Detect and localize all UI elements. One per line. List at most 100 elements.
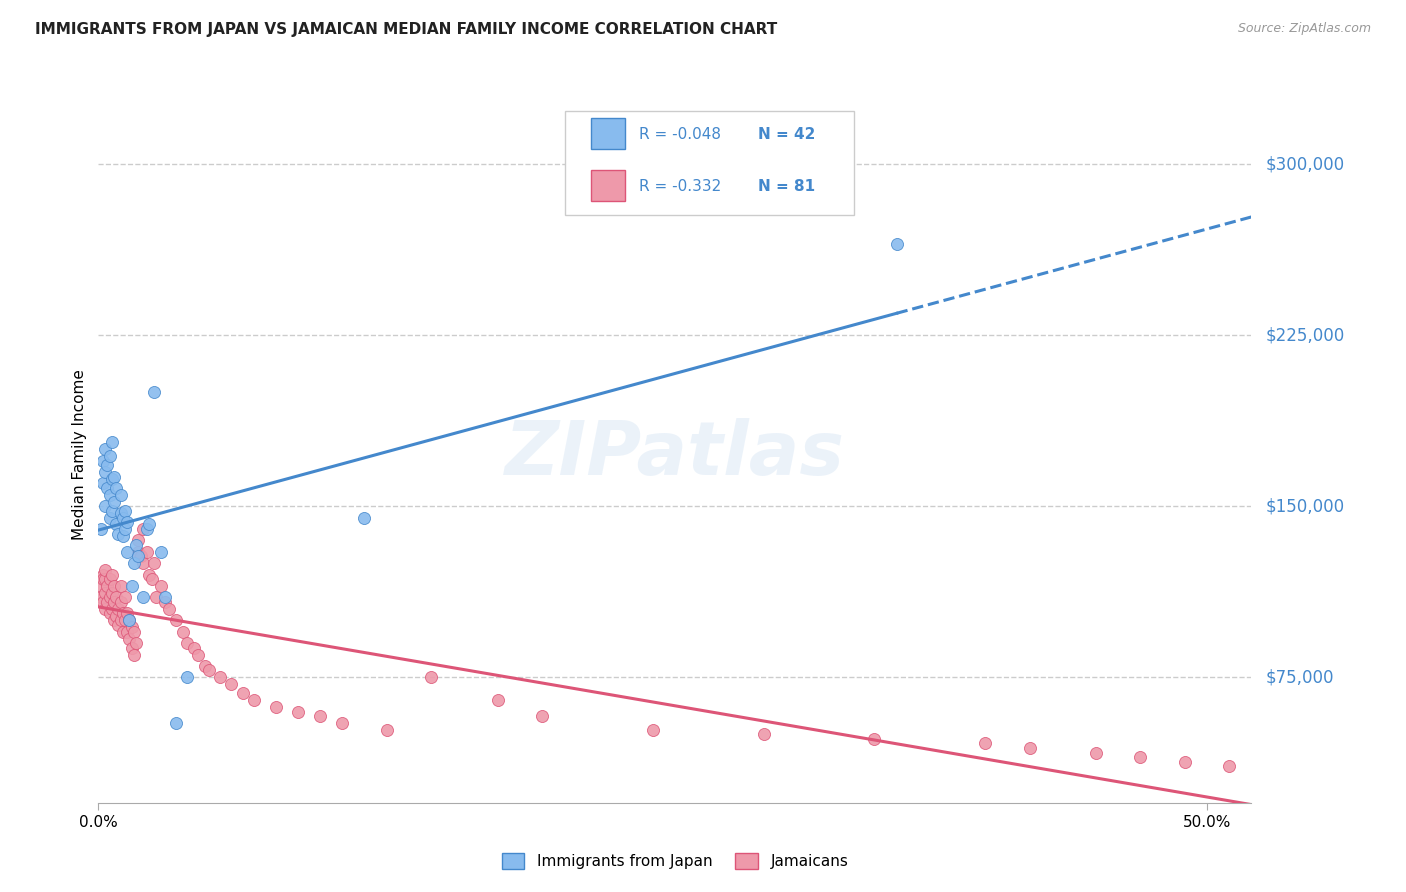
- Point: [110, 488, 132, 502]
- Point: [142, 385, 165, 400]
- Point: [107, 526, 129, 541]
- Point: [176, 670, 198, 684]
- Point: [105, 608, 128, 623]
- Point: [127, 545, 149, 559]
- Point: [129, 549, 152, 564]
- Legend: Immigrants from Japan, Jamaicans: Immigrants from Japan, Jamaicans: [495, 847, 855, 875]
- Point: [117, 624, 138, 639]
- Point: [118, 613, 141, 627]
- Point: [153, 595, 176, 609]
- Point: [138, 567, 160, 582]
- Y-axis label: Median Family Income: Median Family Income: [72, 369, 87, 541]
- Point: [100, 504, 122, 518]
- Point: [110, 579, 132, 593]
- Point: [121, 620, 143, 634]
- Text: N = 42: N = 42: [758, 128, 815, 143]
- Point: [132, 522, 155, 536]
- Point: [90, 579, 112, 593]
- Point: [194, 659, 217, 673]
- Point: [98, 488, 121, 502]
- Text: ZIPatlas: ZIPatlas: [505, 418, 845, 491]
- Point: [114, 613, 136, 627]
- Point: [209, 670, 232, 684]
- Point: [107, 602, 129, 616]
- Point: [91, 453, 114, 467]
- Point: [111, 624, 134, 639]
- Point: [100, 586, 122, 600]
- Text: IMMIGRANTS FROM JAPAN VS JAMAICAN MEDIAN FAMILY INCOME CORRELATION CHART: IMMIGRANTS FROM JAPAN VS JAMAICAN MEDIAN…: [35, 22, 778, 37]
- Point: [420, 670, 443, 684]
- Point: [121, 579, 143, 593]
- Text: R = -0.332: R = -0.332: [640, 179, 721, 194]
- Point: [114, 504, 136, 518]
- Text: N = 81: N = 81: [758, 179, 815, 194]
- Point: [105, 591, 128, 605]
- Point: [94, 442, 117, 457]
- Point: [1018, 741, 1040, 756]
- Point: [103, 494, 125, 508]
- Point: [111, 607, 134, 621]
- Point: [117, 607, 138, 621]
- Text: Source: ZipAtlas.com: Source: ZipAtlas.com: [1237, 22, 1371, 36]
- Point: [100, 435, 122, 450]
- Point: [127, 533, 149, 548]
- Point: [375, 723, 398, 737]
- Point: [96, 595, 118, 609]
- Point: [103, 579, 125, 593]
- Point: [125, 636, 148, 650]
- Point: [242, 693, 264, 707]
- Point: [94, 572, 117, 586]
- Point: [98, 449, 121, 463]
- Point: [231, 686, 254, 700]
- Point: [330, 715, 353, 730]
- Point: [105, 481, 128, 495]
- Point: [91, 572, 114, 586]
- Point: [1085, 746, 1108, 760]
- Point: [122, 648, 145, 662]
- Point: [138, 517, 160, 532]
- Point: [91, 476, 114, 491]
- Point: [98, 591, 121, 605]
- Point: [91, 567, 114, 582]
- Point: [165, 715, 187, 730]
- Point: [122, 624, 145, 639]
- Point: [103, 469, 125, 483]
- Point: [1218, 759, 1240, 773]
- Point: [132, 556, 155, 570]
- Point: [122, 556, 145, 570]
- Point: [172, 624, 194, 639]
- Point: [103, 613, 125, 627]
- Point: [157, 602, 180, 616]
- Point: [287, 705, 309, 719]
- Point: [176, 636, 198, 650]
- Point: [165, 613, 187, 627]
- Point: [530, 709, 553, 723]
- Point: [221, 677, 243, 691]
- Text: $150,000: $150,000: [1265, 497, 1344, 516]
- Point: [121, 640, 143, 655]
- Point: [111, 510, 134, 524]
- Point: [1174, 755, 1197, 769]
- Point: [90, 522, 112, 536]
- Point: [1129, 750, 1152, 764]
- Point: [94, 465, 117, 479]
- Point: [91, 595, 114, 609]
- Point: [103, 595, 125, 609]
- Point: [264, 700, 287, 714]
- Point: [110, 613, 132, 627]
- Text: R = -0.048: R = -0.048: [640, 128, 721, 143]
- Point: [100, 567, 122, 582]
- Point: [641, 723, 664, 737]
- Point: [94, 602, 117, 616]
- Point: [107, 618, 129, 632]
- Point: [90, 591, 112, 605]
- Point: [98, 510, 121, 524]
- Point: [96, 579, 118, 593]
- FancyBboxPatch shape: [565, 111, 853, 215]
- Point: [127, 549, 149, 564]
- Point: [136, 522, 159, 536]
- Point: [114, 591, 136, 605]
- Point: [183, 640, 205, 655]
- Point: [110, 595, 132, 609]
- Point: [105, 517, 128, 532]
